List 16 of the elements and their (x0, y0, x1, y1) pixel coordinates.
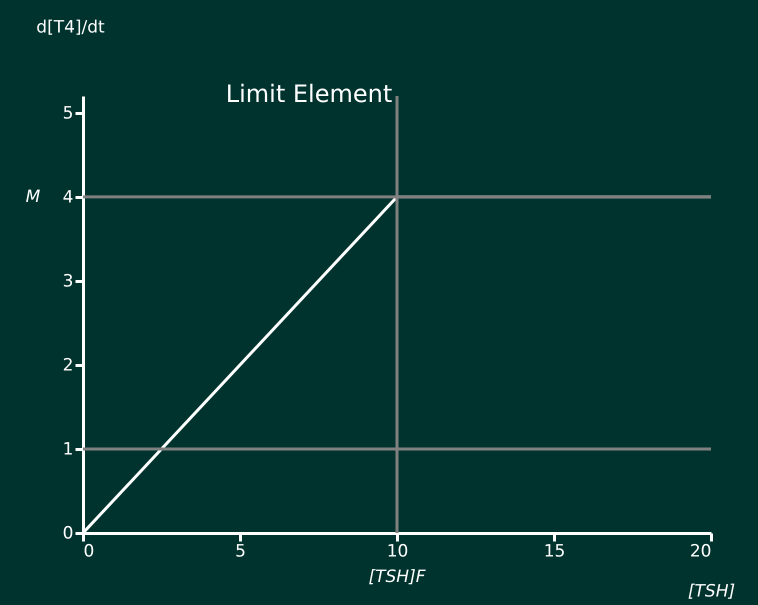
y-axis-title: d[T4]/dt (36, 18, 106, 38)
x-tick-label: 0 (84, 542, 94, 562)
y-tick-label: 3 (62, 271, 74, 292)
x-tick-label: 10 (386, 542, 408, 562)
x-tick-label: 5 (235, 542, 246, 562)
ref-line-label: M (26, 186, 41, 207)
y-tick-label: 0 (62, 524, 74, 544)
y-tick-label: 4 (62, 187, 74, 208)
ref-line-label: [TSH]F (368, 567, 426, 587)
y-tick-label: 5 (62, 103, 74, 124)
y-tick-label: 2 (62, 355, 74, 376)
y-tick-label: 1 (62, 439, 74, 460)
chart-title: Limit Element (226, 80, 392, 108)
x-tick-label: 15 (544, 542, 566, 562)
x-tick-label: 20 (690, 542, 712, 562)
x-axis-title: [TSH] (688, 582, 736, 602)
